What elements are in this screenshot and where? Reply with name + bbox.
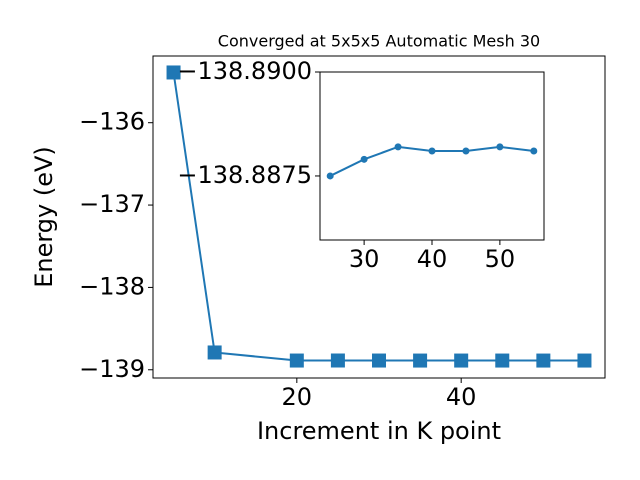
- marker: [577, 353, 592, 368]
- y-tick-label: −138.8875: [177, 161, 312, 189]
- marker: [413, 353, 428, 368]
- y-tick-label: −138.8900: [177, 57, 312, 85]
- axes-frame: [152, 55, 606, 379]
- marker: [372, 353, 386, 368]
- marker: [462, 147, 470, 155]
- marker: [330, 353, 345, 368]
- y-axis-label: Energy (eV): [30, 146, 58, 288]
- marker: [428, 147, 436, 155]
- marker: [207, 345, 222, 360]
- x-tick-label: 40: [417, 245, 448, 273]
- marker: [289, 353, 304, 368]
- marker: [360, 155, 368, 163]
- x-tick-label: 40: [446, 383, 477, 411]
- x-tick-label: 20: [282, 383, 313, 411]
- marker: [454, 353, 469, 368]
- marker: [496, 143, 504, 151]
- marker: [326, 172, 334, 180]
- marker: [166, 65, 181, 80]
- x-tick-label: 50: [485, 245, 516, 273]
- axes-frame: [319, 71, 545, 241]
- marker: [495, 353, 510, 368]
- plot-area: [320, 72, 544, 240]
- marker: [536, 353, 551, 368]
- x-tick-label: 30: [349, 245, 380, 273]
- y-tick-label: −138: [79, 272, 145, 300]
- marker: [530, 147, 538, 155]
- marker: [394, 143, 402, 151]
- x-axis-label: Increment in K point: [257, 417, 501, 445]
- y-tick-label: −139: [79, 355, 145, 383]
- chart-title: Converged at 5x5x5 Automatic Mesh 30: [218, 32, 540, 51]
- series-line: [172, 72, 585, 362]
- y-tick-label: −137: [79, 190, 145, 218]
- y-tick-label: −136: [79, 108, 145, 136]
